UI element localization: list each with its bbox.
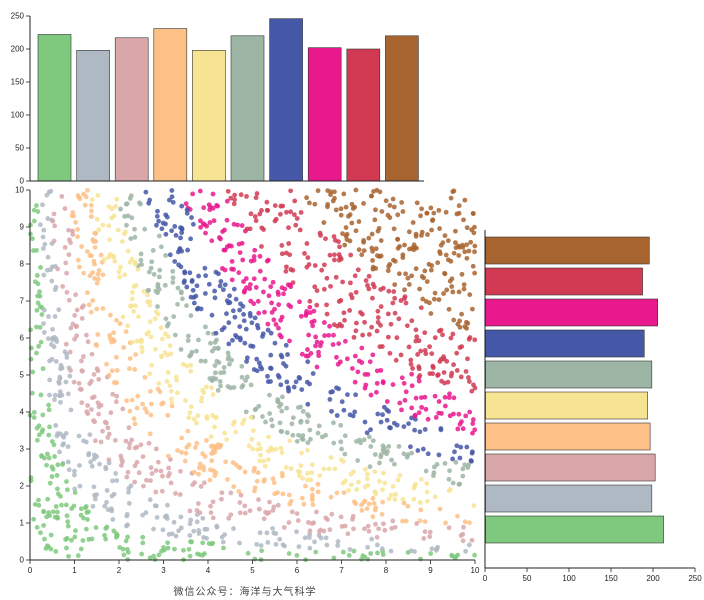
top-hist-bars (37, 18, 419, 182)
tick-label: 100 (562, 574, 576, 583)
top-hist-bar (269, 18, 303, 182)
tick-label: 1 (20, 519, 25, 528)
tick-label: 7 (20, 297, 25, 306)
tick-label: 1 (72, 566, 77, 575)
right-histogram-chart: 0 50 100 150 200 250 (483, 230, 702, 583)
right-hist-bar (485, 422, 651, 451)
tick-label: 8 (384, 566, 389, 575)
right-hist-bar (485, 267, 643, 296)
tick-label: 2 (20, 482, 25, 491)
tick-label: 150 (11, 78, 25, 87)
right-hist-bars (485, 236, 664, 544)
right-hist-bar (485, 236, 650, 265)
tick-label: 4 (20, 408, 25, 417)
tick-label: 3 (20, 445, 25, 454)
tick-label: 6 (295, 566, 300, 575)
tick-label: 0 (28, 566, 33, 575)
scatter-chart: 0 1 2 3 4 5 6 7 8 9 10 0 1 2 3 4 5 6 7 8 9 10 (15, 186, 480, 576)
tick-label: 8 (20, 260, 25, 269)
tick-label: 10 (471, 566, 480, 575)
top-hist-bar (346, 48, 381, 182)
right-hist-bar (485, 515, 664, 544)
top-hist-bar (37, 34, 72, 182)
tick-label: 5 (20, 371, 25, 380)
tick-label: 5 (250, 566, 255, 575)
tick-label: 6 (20, 334, 25, 343)
right-hist-bar (485, 391, 648, 420)
tick-label: 2 (117, 566, 122, 575)
tick-label: 50 (15, 144, 24, 153)
tick-label: 9 (20, 223, 25, 232)
top-histogram-chart: 0 50 100 150 200 250 (11, 12, 424, 186)
tick-label: 7 (339, 566, 344, 575)
right-hist-bar (485, 360, 653, 389)
top-hist-bar (76, 50, 110, 182)
top-hist-axes: 0 50 100 150 200 250 (11, 12, 424, 186)
tick-label: 200 (646, 574, 660, 583)
right-hist-bar (485, 329, 645, 358)
top-hist-bar (385, 35, 419, 182)
caption: 微信公众号：海洋与大气科学 (173, 587, 317, 598)
tick-label: 0 (20, 556, 25, 565)
tick-label: 3 (161, 566, 166, 575)
top-hist-bar (114, 37, 149, 182)
scatter-points (27, 187, 478, 563)
tick-label: 250 (11, 12, 25, 21)
right-hist-bar (485, 298, 658, 327)
tick-label: 0 (20, 177, 25, 186)
tick-label: 9 (428, 566, 433, 575)
tick-label: 50 (523, 574, 532, 583)
top-hist-bar (192, 50, 226, 182)
tick-label: 150 (604, 574, 618, 583)
right-hist-axes: 0 50 100 150 200 250 (483, 230, 702, 583)
tick-label: 10 (15, 186, 24, 195)
tick-label: 100 (11, 111, 25, 120)
tick-label: 200 (11, 45, 25, 54)
right-hist-bar (485, 453, 656, 482)
top-hist-bar (153, 28, 188, 182)
right-hist-bar (485, 484, 653, 513)
top-hist-bar (230, 35, 265, 182)
scatter-axes: 0 1 2 3 4 5 6 7 8 9 10 0 1 2 3 4 5 6 7 8 9 10 (15, 186, 480, 576)
tick-label: 0 (483, 574, 488, 583)
top-hist-bar (307, 47, 342, 182)
tick-label: 4 (206, 566, 211, 575)
tick-label: 250 (688, 574, 702, 583)
